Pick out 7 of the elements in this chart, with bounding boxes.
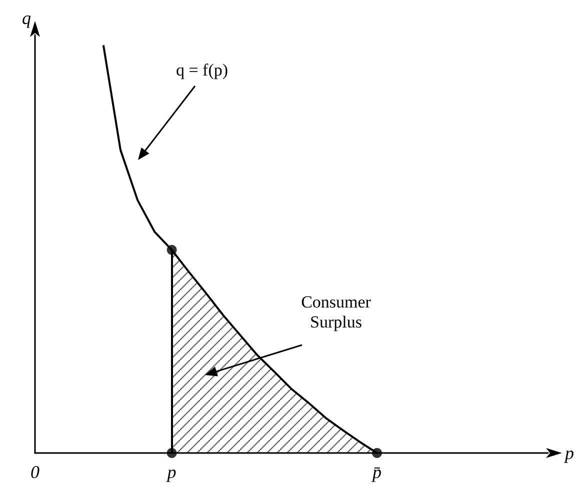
y-axis-title: q xyxy=(22,8,31,28)
x-tick-label: p xyxy=(165,462,176,482)
x-axis-title: p xyxy=(563,443,574,463)
x-tick-label: p̄ xyxy=(370,462,382,482)
x-tick-label: 0 xyxy=(30,462,40,482)
annotation: q = f(p) xyxy=(176,60,228,80)
annotation: Consumer Surplus xyxy=(301,292,372,332)
